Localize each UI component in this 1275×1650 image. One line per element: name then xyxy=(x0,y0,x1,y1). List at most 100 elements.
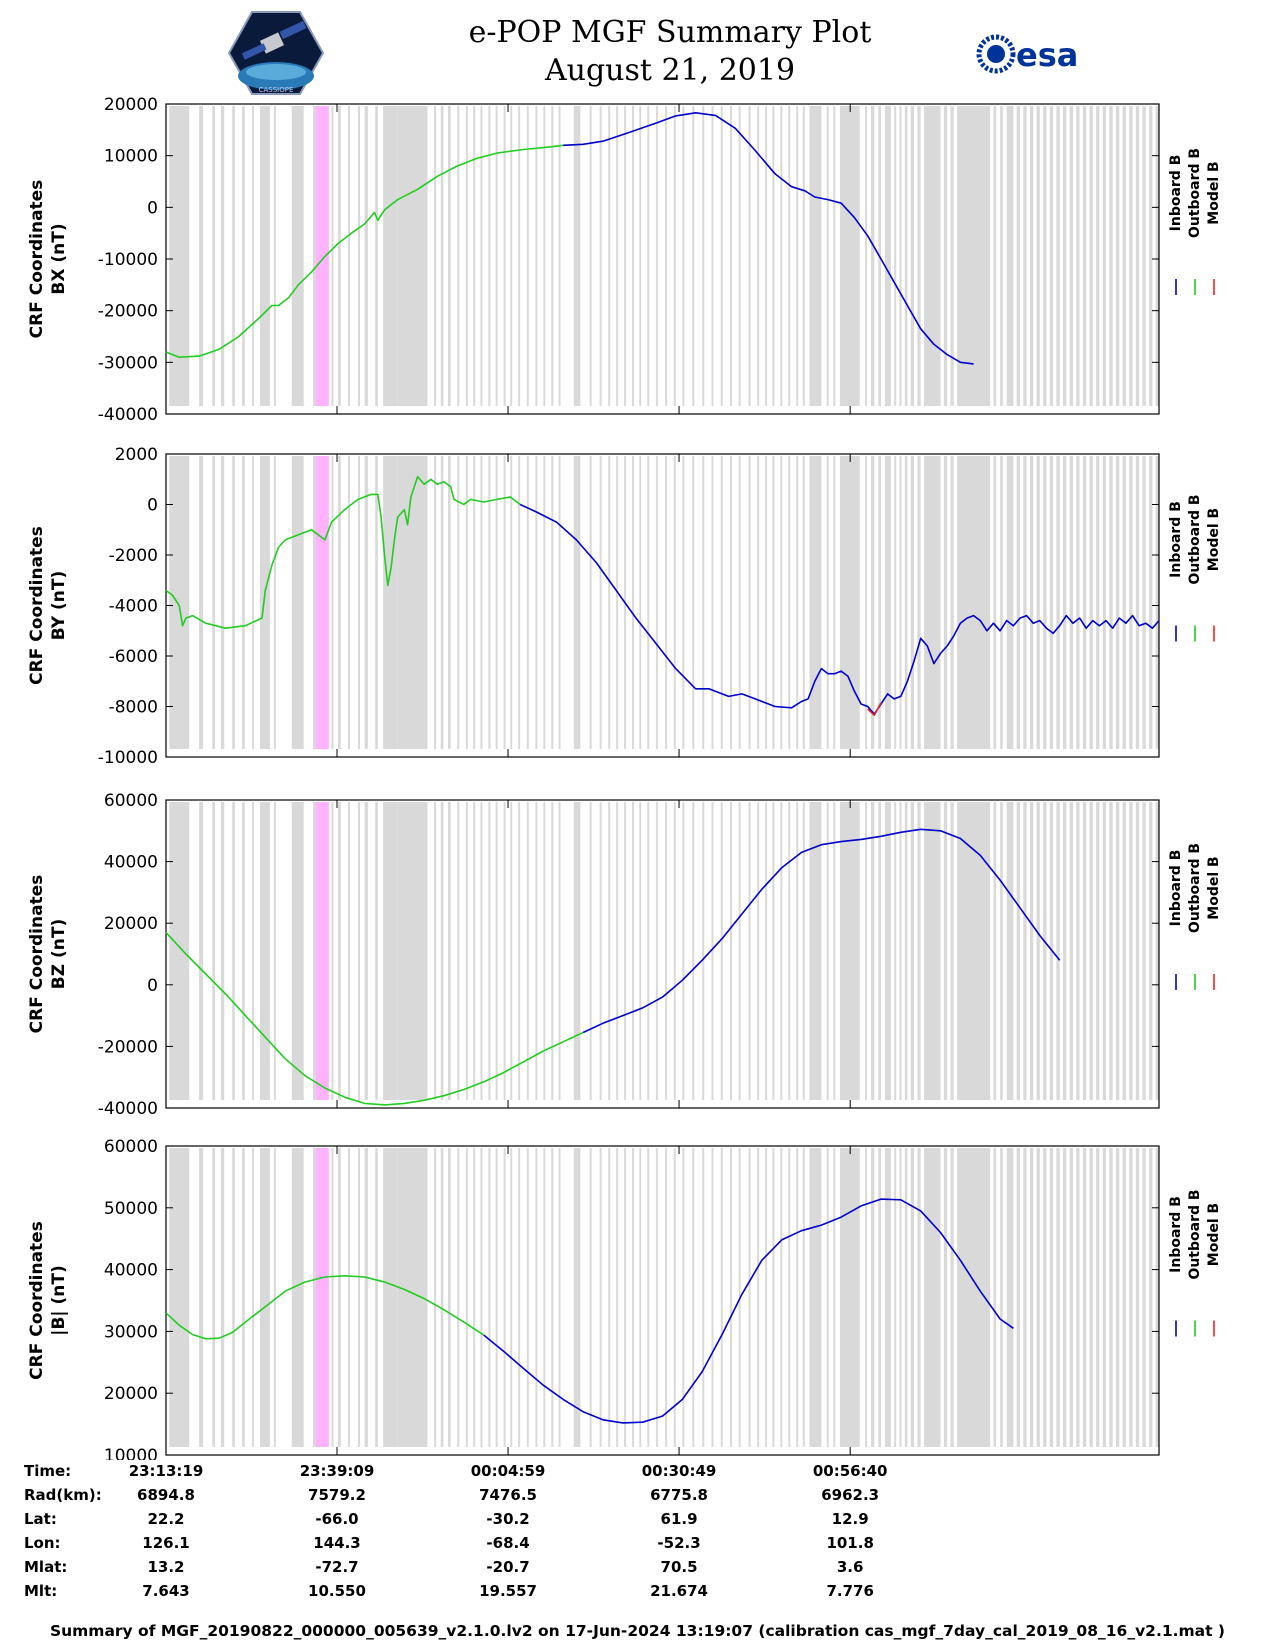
data-gap-band xyxy=(1063,456,1067,749)
data-gap-band xyxy=(765,802,768,1100)
data-gap-band xyxy=(1036,456,1040,749)
data-gap-band xyxy=(904,802,908,1100)
y-tick-label: 50000 xyxy=(104,1199,158,1219)
data-gap-band xyxy=(673,106,676,406)
data-gap-band xyxy=(673,1148,676,1447)
data-gap-band xyxy=(720,802,723,1100)
info-row-value: 23:39:09 xyxy=(299,1462,375,1480)
data-gap-band xyxy=(599,802,602,1100)
data-gap-band xyxy=(788,106,791,406)
data-gap-bands xyxy=(169,456,1159,749)
data-gap-band xyxy=(397,456,428,749)
data-gap-band xyxy=(871,456,875,749)
info-row-value: 6962.3 xyxy=(821,1486,880,1504)
data-gap-band xyxy=(647,1148,650,1447)
data-gap-band xyxy=(252,456,255,749)
info-row-value: 126.1 xyxy=(142,1534,190,1552)
legend-label: Inboard B xyxy=(1168,1196,1184,1273)
legend-label: Outboard B xyxy=(1187,1189,1203,1279)
data-gap-bands xyxy=(169,1148,1159,1447)
data-gap-band xyxy=(1029,106,1034,406)
data-gap-band xyxy=(543,802,546,1100)
data-gap-band xyxy=(383,106,398,406)
data-gap-band xyxy=(242,106,245,406)
data-gap-band xyxy=(899,1148,902,1447)
highlight-band xyxy=(315,106,329,406)
summary-caption: Summary of MGF_20190822_000000_005639_v2… xyxy=(49,1622,1226,1640)
y-tick-label: 20000 xyxy=(104,1384,158,1404)
data-gap-band xyxy=(957,802,991,1100)
y-tick-label: -40000 xyxy=(98,1099,158,1119)
series-inboard-line xyxy=(519,503,1160,715)
data-gap-band xyxy=(923,802,941,1100)
data-gap-band xyxy=(518,1148,521,1447)
data-gap-band xyxy=(199,802,204,1100)
data-gap-band xyxy=(434,1148,437,1447)
info-row-value: 00:04:59 xyxy=(470,1462,546,1480)
data-gap-band xyxy=(1000,106,1003,406)
data-gap-band xyxy=(465,456,468,749)
data-gap-band xyxy=(865,106,868,406)
y-axis-label-line2: |B| (nT) xyxy=(49,1265,69,1336)
data-gap-band xyxy=(252,106,255,406)
data-gap-band xyxy=(331,106,334,406)
data-gap-band xyxy=(1006,802,1014,1100)
data-gap-band xyxy=(232,106,235,406)
data-gap-band xyxy=(526,106,529,406)
data-gap-band xyxy=(904,456,908,749)
data-gap-band xyxy=(1149,456,1153,749)
orbit-info-table: Time: 23:13:19 23:39:09 00:04:59 00:30:49 00:… xyxy=(0,1462,1275,1612)
data-gap-band xyxy=(1036,106,1040,406)
data-gap-band xyxy=(826,1148,829,1447)
y-tick-label: -10000 xyxy=(98,250,158,270)
data-gap-band xyxy=(1056,106,1060,406)
y-tick-label: 20000 xyxy=(104,914,158,934)
data-gap-band xyxy=(331,802,334,1100)
series-outboard-line xyxy=(165,144,564,358)
data-gap-band xyxy=(720,106,723,406)
data-gap-band xyxy=(910,456,915,749)
info-row-value: 19.557 xyxy=(479,1582,537,1600)
data-gap-band xyxy=(291,1148,304,1447)
data-gap-band xyxy=(503,802,506,1100)
data-gap-band xyxy=(480,802,483,1100)
data-gap-band xyxy=(338,106,341,406)
data-gap-band xyxy=(796,802,799,1100)
data-gap-band xyxy=(616,456,619,749)
data-gap-band xyxy=(1056,456,1060,749)
y-tick-label: 40000 xyxy=(104,1261,158,1281)
data-gap-band xyxy=(503,456,506,749)
data-gap-band xyxy=(738,802,741,1100)
data-gap-band xyxy=(338,1148,341,1447)
data-gap-band xyxy=(440,106,444,406)
data-gap-band xyxy=(348,802,351,1100)
data-gap-band xyxy=(802,1148,805,1447)
data-gap-band xyxy=(839,802,860,1100)
data-gap-band xyxy=(878,802,881,1100)
data-gap-band xyxy=(608,106,611,406)
data-gap-band xyxy=(357,802,360,1100)
data-gap-band xyxy=(232,456,235,749)
data-gap-band xyxy=(1142,1148,1146,1447)
data-gap-band xyxy=(639,802,642,1100)
data-gap-band xyxy=(904,106,908,406)
data-gap-band xyxy=(1069,456,1073,749)
data-gap-band xyxy=(1029,456,1034,749)
data-gap-band xyxy=(375,106,378,406)
data-gap-band xyxy=(632,1148,635,1447)
data-gap-band xyxy=(780,456,783,749)
data-gap-band xyxy=(639,456,642,749)
data-gap-band xyxy=(551,456,554,749)
data-gap-band xyxy=(1155,1148,1159,1447)
data-gap-band xyxy=(312,456,316,749)
data-gap-band xyxy=(473,1148,476,1447)
data-gap-band xyxy=(1069,106,1073,406)
data-gap-band xyxy=(1063,802,1067,1100)
data-gap-band xyxy=(1109,802,1113,1100)
data-gap-band xyxy=(632,456,635,749)
data-gap-band xyxy=(702,1148,705,1447)
data-gap-band xyxy=(1135,1148,1140,1447)
data-gap-band xyxy=(826,106,829,406)
data-gap-band xyxy=(772,106,775,406)
legend-label: Outboard B xyxy=(1187,843,1203,933)
